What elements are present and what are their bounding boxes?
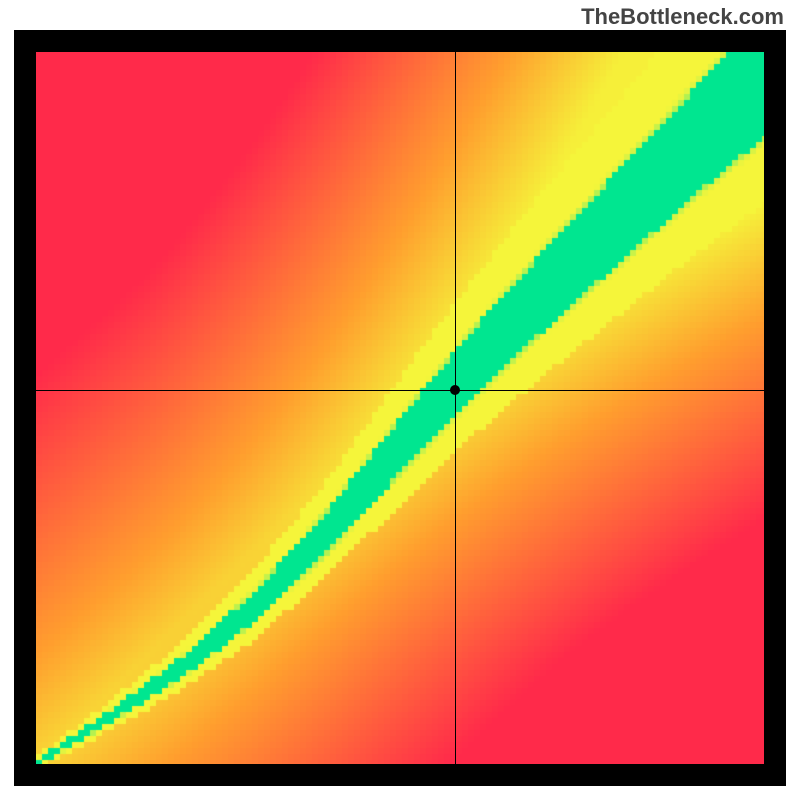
heatmap-plot bbox=[36, 52, 764, 764]
watermark-text: TheBottleneck.com bbox=[581, 4, 784, 30]
chart-frame bbox=[14, 30, 786, 786]
crosshair-vertical bbox=[455, 52, 456, 764]
crosshair-marker bbox=[450, 385, 460, 395]
heatmap-canvas bbox=[36, 52, 764, 764]
crosshair-horizontal bbox=[36, 390, 764, 391]
